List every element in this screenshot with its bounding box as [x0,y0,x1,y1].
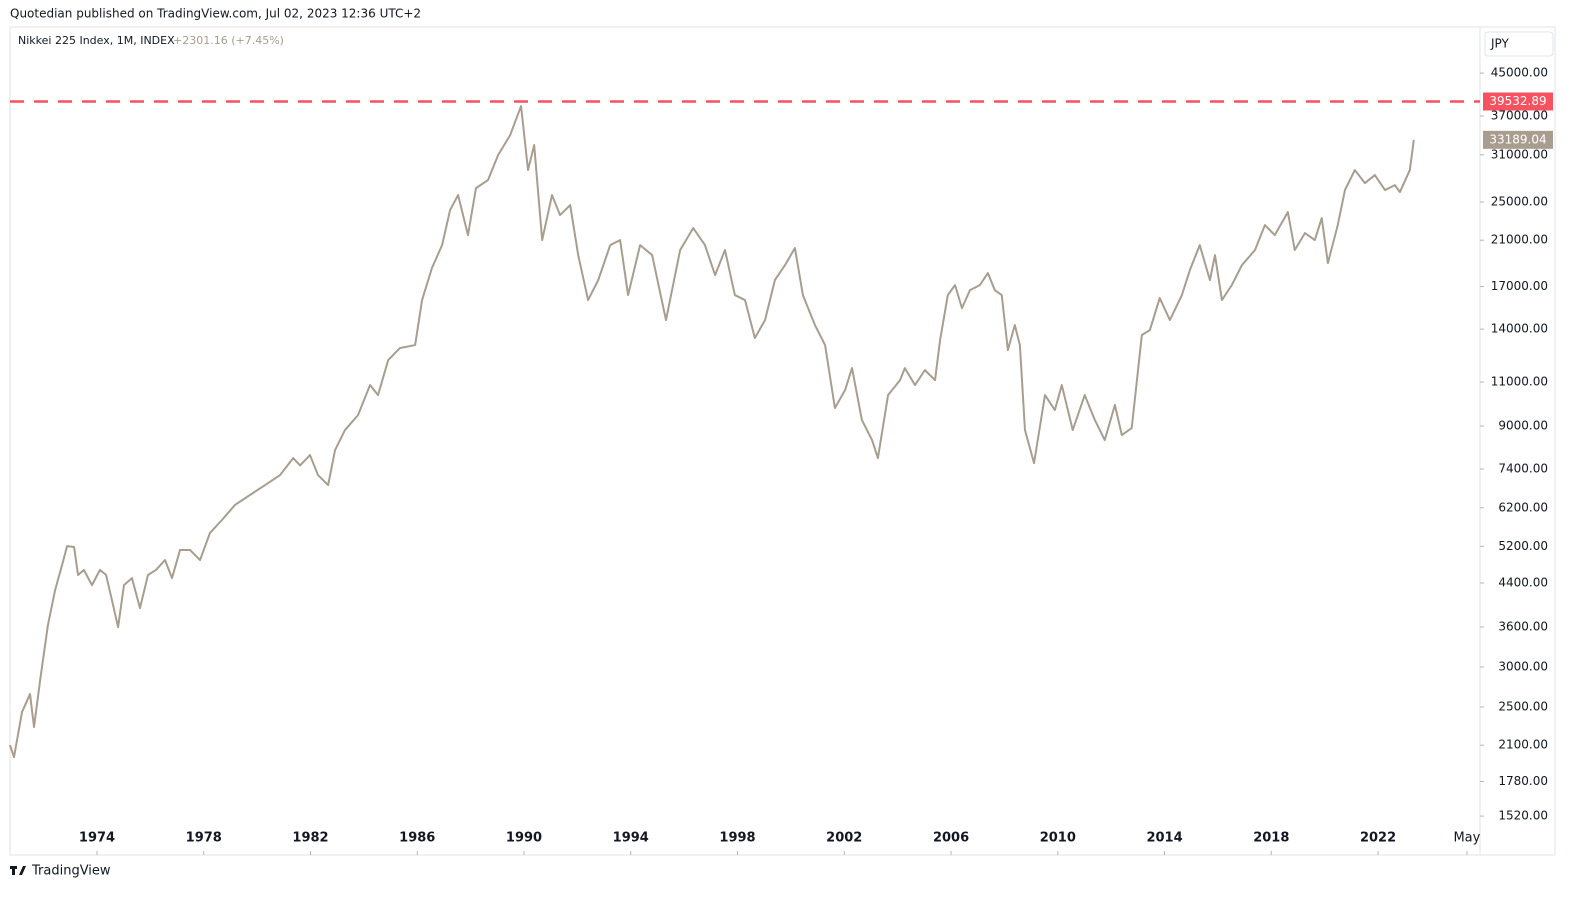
currency-box[interactable] [1484,31,1554,57]
x-tick-label: 1982 [292,831,328,846]
y-tick-label: 6200.00 [1498,500,1548,514]
x-tick-label: 1990 [506,831,542,846]
x-tick-label: 1994 [613,831,649,846]
y-tick-label: 1520.00 [1498,809,1548,823]
y-tick-label: 25000.00 [1491,194,1548,208]
y-tick-label: 2100.00 [1498,738,1548,752]
y-tick-label: 37000.00 [1491,109,1548,123]
y-tick-label: 31000.00 [1491,147,1548,161]
currency-label[interactable]: JPY [1490,37,1510,51]
x-tick-label: 2018 [1253,831,1289,846]
reference-tag-label: 39532.89 [1489,94,1546,108]
x-tick-label: 1978 [186,831,222,846]
y-tick-label: 45000.00 [1491,66,1548,80]
y-tick-label: 3600.00 [1498,620,1548,634]
y-tick-label: 5200.00 [1498,539,1548,553]
y-tick-label: 11000.00 [1491,375,1548,389]
y-tick-label: 7400.00 [1498,461,1548,475]
last-price-tag [1483,130,1553,149]
x-tick-label: 1974 [79,831,115,846]
x-tick-label: 2022 [1360,831,1396,846]
y-tick-label: 3000.00 [1498,659,1548,673]
chart-frame [9,26,1556,856]
x-tick-label: 1986 [399,831,435,846]
change-label: +2301.16 (+7.45%) [173,34,284,47]
publisher-header: Quotedian published on TradingView.com, … [10,7,421,21]
y-tick-label: 2500.00 [1498,699,1548,713]
x-tick-label: 2010 [1040,831,1076,846]
x-tick-label: 1998 [719,831,755,846]
x-tick-label: 2014 [1146,831,1182,846]
brand-name: TradingView [31,864,111,879]
y-tick-label: 14000.00 [1491,322,1548,336]
reference-tag [1483,92,1553,111]
y-tick-label: 9000.00 [1498,419,1548,433]
x-tick-label: 2002 [826,831,862,846]
price-line [9,105,1415,759]
y-tick-label: 21000.00 [1491,233,1548,247]
x-tick-label: 2006 [933,831,969,846]
last-price-label: 33189.04 [1489,132,1546,146]
y-tick-label: 17000.00 [1491,279,1548,293]
y-tick-label: 1780.00 [1498,774,1548,788]
brand-logo [10,866,26,875]
chart-title: Nikkei 225 Index, 1M, INDEX [18,34,175,47]
y-tick-label: 4400.00 [1498,576,1548,590]
x-tick-label: May [1453,831,1480,846]
